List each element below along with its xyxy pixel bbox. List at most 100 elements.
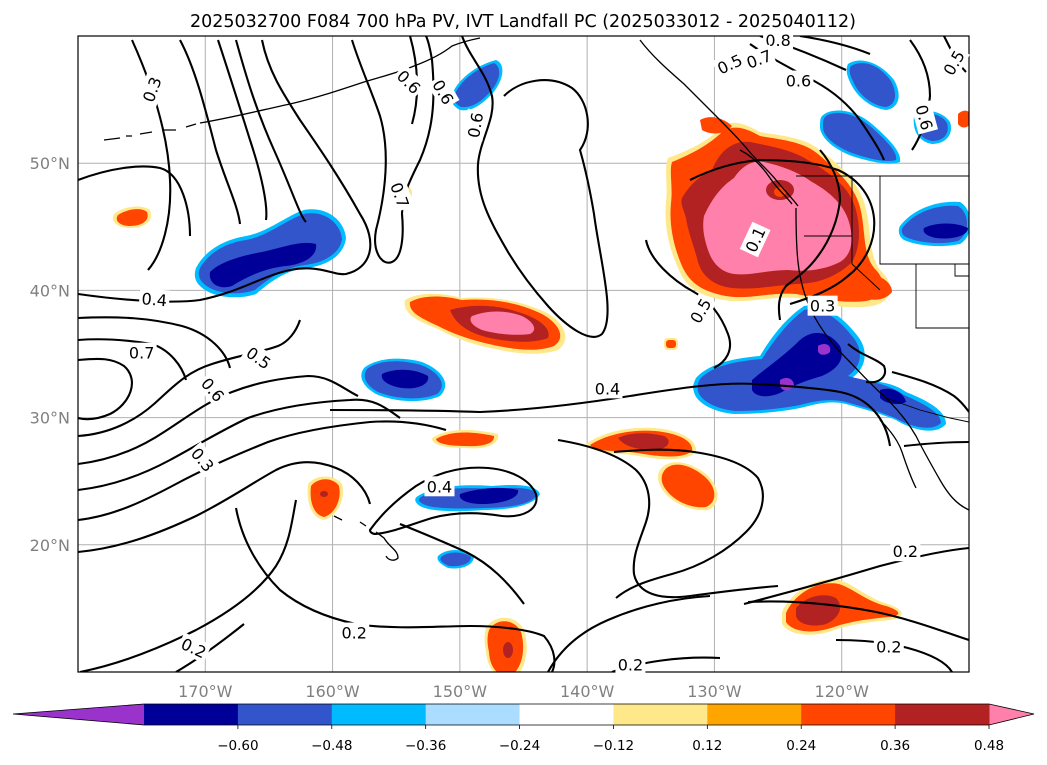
contour-line [399, 523, 525, 605]
hawaii-islands [333, 515, 399, 561]
colorbar-bin [801, 704, 896, 725]
aleutian-islands [103, 123, 197, 141]
colorbar-extend-min [13, 704, 144, 725]
colorbar-tick-label: 0.48 [974, 738, 1004, 754]
se-alaska-coast [639, 39, 799, 207]
lon-label: 170°W [178, 682, 233, 701]
contour-line [891, 370, 969, 413]
contour-label: 0.2 [615, 654, 646, 675]
contour-line [175, 623, 245, 672]
colorbar-bin [331, 704, 427, 725]
negative-anomaly-east-pacific [693, 60, 969, 431]
contour-line [78, 374, 359, 466]
svg-text:0.4: 0.4 [141, 289, 168, 310]
coastlines [103, 37, 969, 561]
contour-line [329, 382, 892, 447]
contour-label: 0.7 [126, 342, 157, 363]
colorbar-tick-label: −0.60 [217, 738, 258, 754]
contour-line [557, 438, 779, 599]
contour-label: 0.4 [138, 288, 171, 311]
contour-line [78, 398, 401, 492]
contour-label: 0.8 [763, 29, 794, 50]
state-lines [804, 176, 969, 329]
contour-label: 0.7 [385, 177, 415, 213]
contour-line [78, 461, 372, 554]
contour-line [799, 36, 871, 55]
contour-line [743, 546, 969, 606]
svg-text:0.2: 0.2 [876, 638, 901, 657]
contour-label: 0.4 [592, 378, 623, 399]
map-panel: 0.80.70.60.5 0.50.60.3 0.6 0.60.60.70.10.4 0… [30, 29, 970, 701]
colorbar-bin [707, 704, 802, 725]
contour-line [179, 39, 242, 225]
contour-line [689, 158, 876, 306]
mexico-coast [879, 419, 917, 489]
map-frame [77, 35, 970, 673]
svg-text:0.8: 0.8 [765, 31, 790, 50]
lat-label: 40°N [30, 281, 70, 300]
west-coast-us [795, 207, 969, 511]
contour-label: 0.2 [890, 541, 921, 562]
contour-line [749, 43, 885, 161]
svg-text:0.6: 0.6 [786, 72, 811, 91]
contour-line [461, 36, 609, 338]
contour-line [234, 39, 307, 223]
positive-anomaly-central [404, 293, 566, 354]
contour-label: 0.2 [176, 632, 212, 664]
colorbar: −0.60 −0.48 −0.36 −0.24 −0.12 0.12 0.24 0.36 0.4… [12, 703, 1035, 754]
colorbar-extend-max [989, 704, 1034, 725]
colorbar-tick-label: −0.48 [311, 738, 352, 754]
contour-line [903, 440, 969, 448]
svg-text:0.3: 0.3 [810, 297, 835, 316]
colorbar-tick-label: −0.12 [593, 738, 634, 754]
svg-text:0.6: 0.6 [464, 111, 487, 139]
colorbar-bin [425, 704, 521, 725]
lon-label: 150°W [433, 682, 488, 701]
contour-line [368, 466, 538, 536]
colorbar-outline [12, 703, 1035, 726]
contour-line [78, 420, 447, 522]
lat-label: 30°N [30, 409, 70, 428]
contour-line [234, 507, 556, 672]
lat-label: 50°N [30, 154, 70, 173]
colorbar-bin [144, 704, 239, 725]
svg-text:0.2: 0.2 [618, 655, 643, 674]
contour-label: 0.2 [339, 622, 370, 643]
colorbar-bin [237, 704, 333, 725]
contour-label: 0.6 [783, 70, 814, 91]
colorbar-tick-label: −0.36 [405, 738, 446, 754]
contour-line [78, 316, 232, 369]
svg-text:0.2: 0.2 [893, 542, 918, 561]
contour-label: 0.6 [462, 108, 488, 142]
negative-anomaly-north-pacific [194, 60, 540, 569]
colorbar-tick-label: 0.24 [786, 738, 816, 754]
svg-text:0.4: 0.4 [427, 477, 452, 496]
lon-label: 120°W [815, 682, 870, 701]
political-boundaries [796, 175, 969, 423]
lon-label: 130°W [687, 682, 742, 701]
contour-label: 0.3 [807, 295, 838, 316]
contour-line [78, 319, 301, 438]
figure-title: 2025032700 F084 700 hPa PV, IVT Landfall… [190, 12, 856, 32]
contour-line [747, 600, 969, 642]
svg-text:0.7: 0.7 [129, 344, 154, 363]
contour-line [909, 39, 932, 151]
colorbar-tick-label: 0.12 [692, 738, 722, 754]
contour-line [777, 149, 842, 321]
latitude-labels: 50°N 40°N 30°N 20°N [30, 154, 70, 555]
longitude-labels: 170°W 160°W 150°W 140°W 130°W 120°W [178, 682, 869, 701]
contour-line [613, 448, 764, 599]
contour-line [217, 39, 268, 221]
colorbar-tick-label: 0.36 [880, 738, 910, 754]
contour-line [847, 343, 886, 384]
lon-label: 140°W [560, 682, 615, 701]
contour-line [79, 499, 298, 672]
colorbar-bin [519, 704, 614, 725]
contour-line [78, 357, 133, 421]
colorbar-tick-label: −0.24 [499, 738, 540, 754]
colorbar-bin [895, 704, 990, 725]
alaska-coast [199, 37, 481, 124]
contour-line [547, 594, 711, 672]
svg-text:0.2: 0.2 [341, 624, 366, 643]
